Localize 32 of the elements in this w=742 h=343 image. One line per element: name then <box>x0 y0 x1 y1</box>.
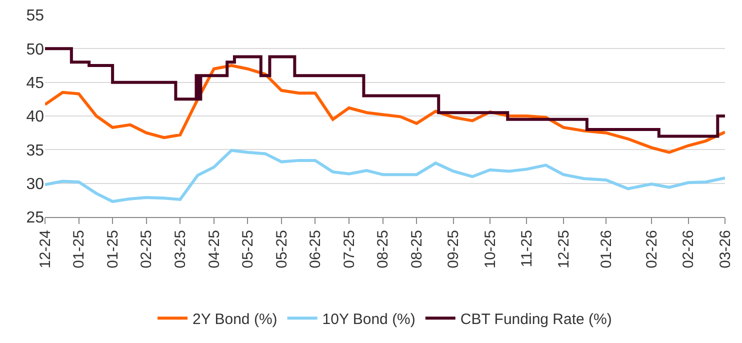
x-tick-label: 02-26 <box>680 230 698 268</box>
x-tick-label: 05-25 <box>273 230 290 268</box>
x-tick-label: 10-25 <box>482 230 499 268</box>
x-tick-label: 02-26 <box>643 230 660 268</box>
x-tick-label: 03-25 <box>172 230 189 268</box>
legend-label: 10Y Bond (%) <box>322 310 416 328</box>
y-tick-label: 25 <box>26 210 44 227</box>
x-tick-label: 07-25 <box>340 230 358 268</box>
x-tick-label: 02-25 <box>138 230 156 268</box>
x-tick-label: 03-26 <box>716 230 734 268</box>
x-tick-label: 01-25 <box>104 230 122 268</box>
x-tick-label: 01-25 <box>70 230 88 268</box>
y-tick-label: 40 <box>26 108 44 126</box>
line-series <box>45 64 725 154</box>
x-tick-label: 01-26 <box>598 230 615 268</box>
y-tick-label: 30 <box>26 176 44 193</box>
x-tick-label: 08-25 <box>408 230 426 268</box>
x-tick-label: 08-25 <box>374 230 392 268</box>
x-tick-label: 05-25 <box>240 230 257 268</box>
x-tick-label: 04-25 <box>206 230 223 268</box>
x-tick-label: 11-25 <box>518 230 536 268</box>
y-tick-label: 55 <box>26 8 44 25</box>
y-tick-label: 45 <box>26 74 44 92</box>
x-tick-label: 12-25 <box>555 230 572 268</box>
x-tick-label: 09-25 <box>445 230 462 268</box>
y-tick-label: 50 <box>26 41 44 58</box>
legend-label: 2Y Bond (%) <box>192 310 278 328</box>
legend-label: CBT Funding Rate (%) <box>460 310 612 328</box>
y-tick-label: 35 <box>26 142 44 160</box>
line-series <box>45 148 725 204</box>
x-tick-label: 06-25 <box>307 230 324 268</box>
x-tick-label: 12-24 <box>36 230 54 268</box>
